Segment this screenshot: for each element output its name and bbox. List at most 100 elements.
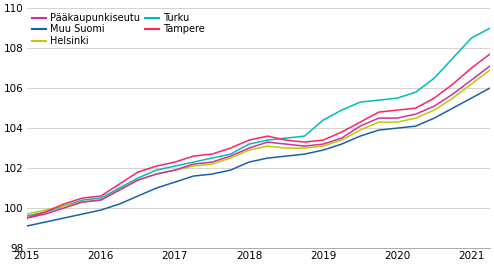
Pääkaupunkiseutu	[320, 143, 326, 146]
Helsinki	[154, 173, 160, 176]
Pääkaupunkiseutu	[339, 136, 345, 140]
Helsinki	[117, 188, 123, 192]
Tampere	[117, 183, 123, 186]
Helsinki	[450, 96, 456, 100]
Turku	[431, 77, 437, 80]
Turku	[117, 187, 123, 190]
Turku	[80, 198, 85, 202]
Tampere	[487, 52, 493, 56]
Turku	[302, 135, 308, 138]
Helsinki	[487, 69, 493, 72]
Muu Suomi	[413, 125, 419, 128]
Muu Suomi	[376, 129, 382, 132]
Tampere	[228, 147, 234, 150]
Tampere	[61, 202, 67, 206]
Turku	[487, 26, 493, 30]
Muu Suomi	[431, 117, 437, 120]
Line: Tampere: Tampere	[27, 38, 494, 218]
Helsinki	[302, 147, 308, 150]
Pääkaupunkiseutu	[357, 125, 363, 128]
Tampere	[468, 67, 474, 70]
Pääkaupunkiseutu	[302, 144, 308, 148]
Tampere	[246, 139, 252, 142]
Pääkaupunkiseutu	[413, 113, 419, 116]
Muu Suomi	[487, 87, 493, 90]
Turku	[228, 153, 234, 156]
Helsinki	[191, 165, 197, 168]
Tampere	[302, 140, 308, 144]
Pääkaupunkiseutu	[24, 217, 30, 220]
Helsinki	[394, 121, 400, 124]
Pääkaupunkiseutu	[209, 161, 215, 164]
Muu Suomi	[80, 213, 85, 216]
Helsinki	[24, 213, 30, 216]
Line: Helsinki: Helsinki	[27, 46, 494, 214]
Muu Suomi	[450, 107, 456, 110]
Tampere	[98, 195, 104, 198]
Muu Suomi	[228, 169, 234, 172]
Tampere	[376, 111, 382, 114]
Helsinki	[135, 179, 141, 182]
Muu Suomi	[172, 180, 178, 184]
Pääkaupunkiseutu	[376, 117, 382, 120]
Helsinki	[80, 201, 85, 204]
Turku	[172, 165, 178, 168]
Turku	[468, 37, 474, 40]
Tampere	[431, 96, 437, 100]
Helsinki	[376, 121, 382, 124]
Pääkaupunkiseutu	[154, 173, 160, 176]
Muu Suomi	[394, 126, 400, 130]
Turku	[265, 139, 271, 142]
Tampere	[339, 131, 345, 134]
Turku	[394, 96, 400, 100]
Pääkaupunkiseutu	[172, 169, 178, 172]
Muu Suomi	[209, 173, 215, 176]
Pääkaupunkiseutu	[283, 143, 289, 146]
Muu Suomi	[339, 143, 345, 146]
Muu Suomi	[246, 161, 252, 164]
Turku	[357, 100, 363, 104]
Tampere	[80, 196, 85, 200]
Turku	[376, 99, 382, 102]
Pääkaupunkiseutu	[431, 104, 437, 108]
Tampere	[320, 139, 326, 142]
Helsinki	[431, 109, 437, 112]
Pääkaupunkiseutu	[61, 206, 67, 210]
Turku	[24, 214, 30, 218]
Muu Suomi	[117, 202, 123, 206]
Tampere	[42, 210, 48, 214]
Tampere	[135, 170, 141, 174]
Muu Suomi	[320, 148, 326, 152]
Pääkaupunkiseutu	[98, 198, 104, 202]
Pääkaupunkiseutu	[450, 92, 456, 96]
Turku	[320, 118, 326, 122]
Muu Suomi	[154, 187, 160, 190]
Turku	[246, 143, 252, 146]
Helsinki	[228, 157, 234, 160]
Muu Suomi	[265, 157, 271, 160]
Tampere	[191, 154, 197, 158]
Muu Suomi	[191, 174, 197, 178]
Muu Suomi	[357, 135, 363, 138]
Turku	[413, 91, 419, 94]
Helsinki	[42, 209, 48, 212]
Muu Suomi	[283, 154, 289, 158]
Tampere	[209, 153, 215, 156]
Line: Pääkaupunkiseutu: Pääkaupunkiseutu	[27, 42, 494, 218]
Tampere	[265, 135, 271, 138]
Pääkaupunkiseutu	[80, 201, 85, 204]
Helsinki	[246, 148, 252, 152]
Muu Suomi	[135, 195, 141, 198]
Tampere	[450, 82, 456, 86]
Tampere	[24, 217, 30, 220]
Pääkaupunkiseutu	[117, 188, 123, 192]
Tampere	[394, 109, 400, 112]
Helsinki	[357, 129, 363, 132]
Turku	[283, 136, 289, 140]
Turku	[61, 205, 67, 208]
Tampere	[172, 161, 178, 164]
Line: Muu Suomi: Muu Suomi	[27, 80, 494, 226]
Tampere	[357, 121, 363, 124]
Helsinki	[468, 82, 474, 86]
Pääkaupunkiseutu	[487, 65, 493, 68]
